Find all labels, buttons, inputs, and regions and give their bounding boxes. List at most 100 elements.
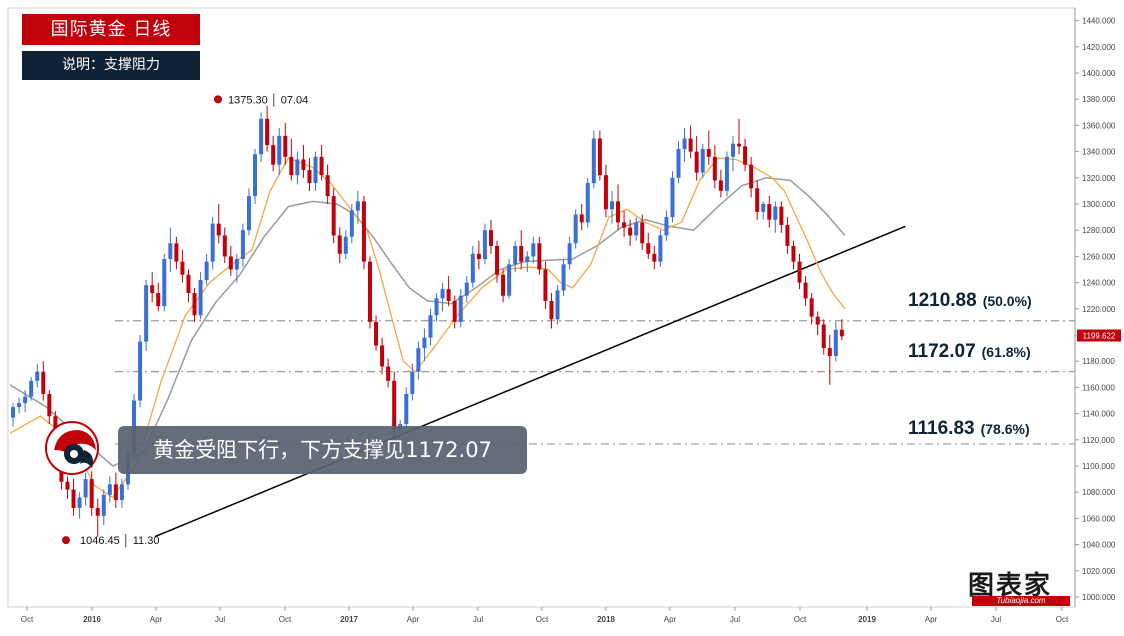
y-tick-label: 1100.000 (1082, 462, 1115, 471)
fib-percent: (78.6%) (980, 421, 1030, 437)
candle (755, 180, 760, 220)
candle-body (446, 289, 451, 301)
candle (712, 145, 717, 189)
candle-body (150, 285, 155, 294)
candle-body (228, 256, 233, 270)
candle (761, 201, 766, 220)
candle (464, 276, 469, 303)
candle (718, 169, 723, 198)
candle (682, 128, 687, 163)
x-tick-label: Apr (407, 615, 420, 624)
candle (622, 210, 627, 237)
candle-body (29, 380, 34, 397)
candle (83, 472, 88, 506)
candle (367, 256, 372, 329)
candle-body (737, 143, 742, 147)
candle (652, 245, 657, 270)
candle-body (289, 156, 294, 176)
candle-body (367, 261, 372, 322)
candle (531, 236, 536, 263)
candle (694, 135, 699, 181)
candle-body (724, 156, 729, 191)
candle-body (803, 282, 808, 299)
candle (603, 164, 608, 218)
candle (246, 188, 251, 236)
x-tick-label: Jul (730, 615, 740, 624)
candle-body (452, 300, 457, 322)
high-label: 1375.30 │ 07.04 (228, 92, 308, 107)
candle-body (216, 223, 221, 236)
candle (670, 171, 675, 223)
candle-body (259, 118, 264, 155)
candle (23, 390, 28, 413)
candle-body (440, 289, 445, 299)
candle (204, 253, 209, 286)
candle-body (253, 154, 258, 197)
candle (228, 245, 233, 277)
y-tick-label: 1360.000 (1082, 121, 1116, 130)
candle-body (343, 236, 348, 254)
y-tick-label: 1440.000 (1082, 17, 1116, 26)
candle-body (712, 156, 717, 181)
candle-body (839, 329, 844, 337)
candle-body (95, 507, 100, 516)
candle (555, 285, 560, 325)
candle-body (331, 196, 336, 236)
candle-body (47, 393, 52, 417)
candle (616, 184, 621, 231)
x-tick-label: Oct (794, 615, 807, 624)
y-tick-label: 1040.000 (1082, 541, 1116, 550)
extreme-markers: 1375.30 │ 07.04 1046.45 │ 11.30 (62, 92, 308, 548)
candle (791, 240, 796, 270)
candle (89, 471, 94, 516)
candle-body (676, 148, 681, 178)
candle (482, 223, 487, 265)
candle (507, 259, 512, 299)
price-tag-bg (1077, 329, 1121, 342)
candle (501, 269, 506, 303)
candle (349, 204, 354, 244)
candle-body (773, 206, 778, 220)
candle-body (349, 210, 354, 237)
x-tick-label: Jul (473, 615, 483, 624)
candle (706, 130, 711, 165)
candle (634, 217, 639, 241)
candle (374, 315, 379, 351)
candle (301, 145, 306, 178)
candle-body (640, 222, 645, 244)
candle-body (730, 143, 735, 157)
candle-body (319, 156, 324, 176)
brand-url: Tubiaojia.com (972, 596, 1070, 606)
y-tick-label: 1220.000 (1082, 305, 1116, 314)
candle-body (113, 484, 118, 501)
candle-body (458, 295, 463, 322)
candle-body (313, 156, 318, 184)
candle (416, 341, 421, 380)
x-tick-label: Apr (664, 615, 677, 624)
candle-body (83, 479, 88, 498)
candle-body (386, 366, 391, 381)
candle (591, 130, 596, 189)
candle-body (198, 279, 203, 316)
candle (803, 276, 808, 307)
candle-body (561, 264, 566, 291)
y-tick-label: 1280.000 (1082, 226, 1116, 235)
candle (210, 217, 215, 270)
y-tick-label: 1340.000 (1082, 148, 1116, 157)
candle-body (422, 337, 427, 349)
y-tick-label: 1240.000 (1082, 279, 1116, 288)
candle (361, 196, 366, 270)
candle-body (11, 407, 16, 418)
candle-body (307, 169, 312, 184)
fibonacci-lines (115, 320, 1075, 445)
candle-body (464, 282, 469, 296)
candle-body (495, 245, 500, 275)
trendline-segment (154, 225, 906, 538)
candle (440, 282, 445, 312)
low-label: 1046.45 │ 11.30 (80, 533, 159, 548)
candle-body (616, 201, 621, 223)
candle-body (65, 481, 70, 490)
candle (749, 156, 754, 198)
y-tick-label: 1320.000 (1082, 174, 1116, 183)
candle-body (664, 217, 669, 236)
